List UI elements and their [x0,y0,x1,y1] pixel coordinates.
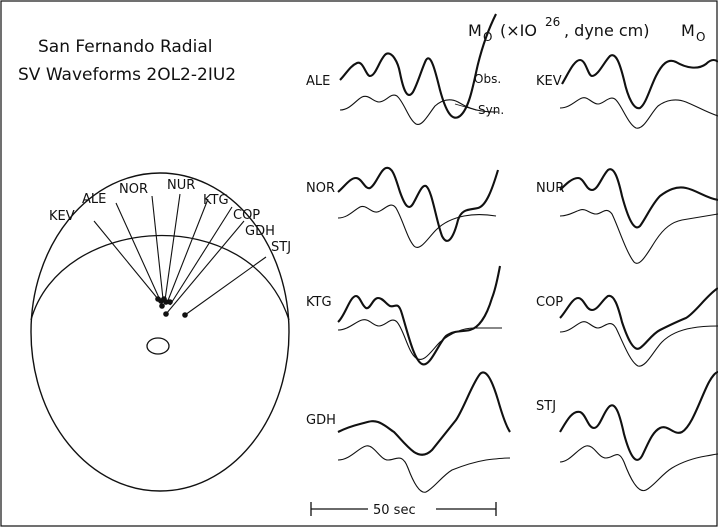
waveform-label-nor: NOR [306,181,335,196]
scale-bar-label: 50 sec [373,503,416,518]
synthetic-trace-stj [559,445,718,492]
observed-trace-kev [561,54,718,110]
legend-synthetic-pointer [454,103,477,111]
dot-nur [163,299,169,305]
ray-nur [164,193,181,301]
station-rays [93,193,267,316]
map-label-gdh: GDH [245,224,275,239]
waveform-label-cop: COP [536,295,563,310]
observed-trace-ale [339,13,497,119]
observed-trace-nur [559,168,718,229]
map-label-nor: NOR [119,182,148,197]
ray-nor [151,195,164,300]
observed-trace-ktg [337,265,502,366]
ray-cop [169,206,233,306]
ray-stj [184,256,267,316]
observed-trace-nor [337,166,500,242]
ray-ale [115,202,161,301]
map-label-ale: ALE [82,192,106,207]
moment-sub-right: O [696,30,705,44]
dot-ktg [167,299,173,305]
observed-trace-stj [559,370,718,461]
map-label-nur: NUR [167,178,195,193]
legend-synthetic-label: Syn. [478,103,504,117]
waveform-label-gdh: GDH [306,413,336,428]
title-line-2: SV Waveforms 2OL2-2IU2 [18,65,236,85]
synthetic-trace-nur [559,209,718,264]
waveform-label-kev: KEV [536,74,562,89]
dot-stj [182,312,188,318]
waveform-label-stj: STJ [536,399,556,414]
title-line-1: San Fernando Radial [38,37,212,57]
dot-gdh [163,311,169,317]
synthetic-trace-nor [337,204,497,248]
waveform-label-nur: NUR [536,181,564,196]
station-dots [155,296,188,318]
map-label-kev: KEV [49,209,75,224]
waveform-label-ktg: KTG [306,295,332,310]
synthetic-trace-ktg [337,319,502,360]
time-scale-bar: 50 sec [310,502,497,518]
moment-sub-left: O [483,30,492,44]
map-label-stj: STJ [271,240,291,255]
waveform-label-ale: ALE [306,74,330,89]
ray-kev [93,220,159,300]
map-label-ktg: KTG [203,193,229,208]
map-small-ellipse [146,337,170,355]
moment-m-right: M [681,21,695,40]
ray-ktg [166,198,209,304]
legend-observed-label: Obs. [474,72,501,86]
map-outer-circle [30,172,290,492]
observed-trace-gdh [337,371,511,456]
synthetic-trace-gdh [337,445,511,493]
waveform-right-column: KEV NUR COP STJ [536,54,718,492]
moment-exponent: 26 [545,15,560,29]
moment-units: , dyne cm) [564,21,650,40]
observed-trace-cop [559,287,718,350]
map-label-cop: COP [233,208,260,223]
ray-gdh [165,220,245,315]
synthetic-trace-kev [559,97,718,129]
moment-m-left: M [468,21,482,40]
station-map: KEV ALE NOR NUR KTG COP GDH STJ [30,172,291,492]
moment-header: M O (×IO 26 , dyne cm) M O [468,15,705,44]
moment-paren: (×IO [500,21,537,40]
synthetic-trace-cop [559,321,718,367]
dot-cop [159,303,165,309]
waveform-left-column: ALE Obs. Syn. NOR KTG GDH [306,13,511,493]
